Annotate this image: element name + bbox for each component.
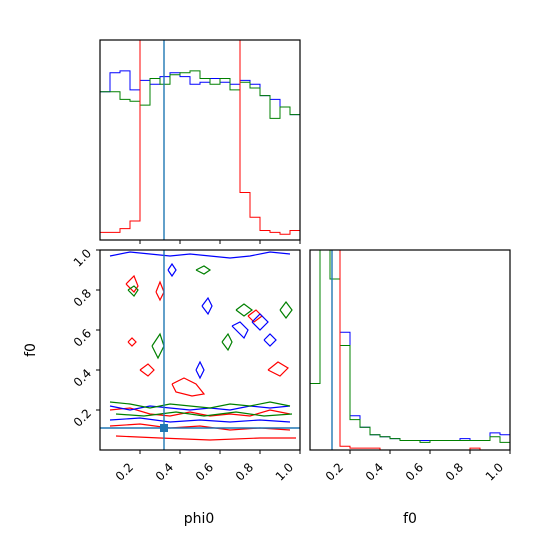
contour-2-1: [115, 411, 293, 417]
contour-2-5: [221, 332, 233, 352]
contour-1-4: [201, 296, 213, 316]
panel-frame: [99, 39, 301, 241]
y-axis-label-f0: f0: [23, 343, 39, 357]
contour-1-3: [231, 321, 249, 340]
contour-0-5: [139, 363, 155, 377]
contour-2-0: [109, 401, 291, 409]
contour-0-6: [267, 361, 289, 377]
contour-2-3: [235, 303, 253, 317]
truth-marker: [160, 424, 168, 432]
phi0-marginal-panel: [99, 39, 301, 244]
hist-series-1: [100, 70, 300, 240]
contour-0-2: [109, 407, 291, 417]
contour-0-8: [127, 337, 137, 347]
hist-series-2: [100, 40, 300, 240]
hist-series-2: [310, 250, 510, 450]
contour-0-4: [171, 377, 206, 397]
contour-2-4: [195, 265, 212, 275]
contour-2-6: [127, 285, 139, 297]
x-axis-label-phi0: phi0: [184, 511, 215, 527]
x-axis-label-f0: f0: [403, 511, 417, 527]
contour-0-9: [115, 435, 296, 441]
contour-0-0: [125, 274, 139, 293]
contour-2-7: [279, 301, 293, 319]
contour-1-2: [109, 417, 291, 423]
contour-1-1: [109, 405, 291, 411]
hist-series-1: [310, 250, 510, 450]
panel-frame: [309, 249, 511, 451]
contour-1-7: [263, 333, 277, 347]
contour-1-0: [109, 251, 291, 259]
contour-1-5: [251, 313, 269, 331]
panel-frame: [99, 249, 301, 451]
contour-1-8: [195, 360, 205, 380]
contour-1-6: [167, 262, 177, 278]
